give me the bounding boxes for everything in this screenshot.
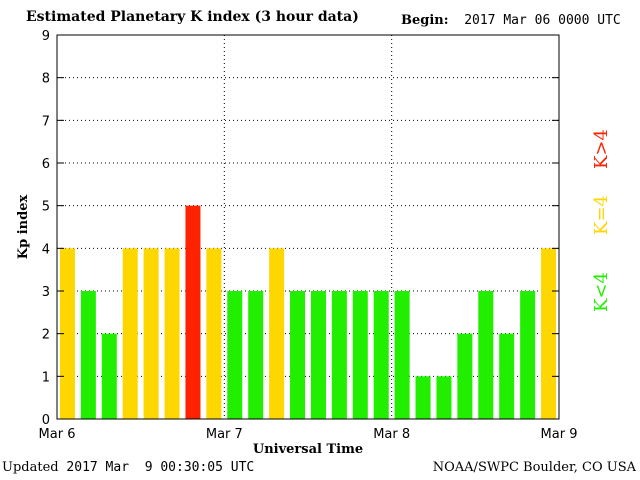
grid-lines <box>57 35 559 419</box>
legend-below: K<4 <box>591 272 612 312</box>
y-tick-label: 3 <box>42 285 50 300</box>
kp-bar <box>185 205 201 419</box>
y-axis-title: Kp index <box>16 195 31 260</box>
legend-equal: K=4 <box>591 195 612 235</box>
kp-bar <box>101 333 117 419</box>
kp-bar <box>415 376 431 419</box>
kp-bar <box>331 291 347 419</box>
y-ticks: 0 1 2 3 4 5 6 7 8 9 <box>42 29 559 428</box>
chart-title: Estimated Planetary K index (3 hour data… <box>26 9 359 25</box>
kp-bar <box>290 291 306 419</box>
kp-bar <box>122 248 138 419</box>
legend-above: K>4 <box>591 129 612 169</box>
updated-value: 2017 Mar 9 00:30:05 UTC <box>66 460 255 475</box>
kp-bar <box>457 333 473 419</box>
y-tick-label: 6 <box>42 157 50 172</box>
updated-info: Updated 2017 Mar 9 00:30:05 UTC <box>2 460 254 475</box>
kp-bar <box>394 291 410 419</box>
y-tick-label: 8 <box>42 72 50 87</box>
x-tick-label: Mar 6 <box>39 427 76 442</box>
x-axis-title: Universal Time <box>253 442 363 457</box>
y-tick-label: 9 <box>42 29 50 44</box>
kp-bar <box>248 291 264 419</box>
kp-bar <box>436 376 452 419</box>
kp-bar <box>478 291 494 419</box>
kp-bar <box>520 291 536 419</box>
x-tick-label: Mar 8 <box>373 427 410 442</box>
y-tick-label: 1 <box>42 370 50 385</box>
kp-bar <box>310 291 326 419</box>
kp-bar <box>80 291 96 419</box>
kp-bar <box>373 291 389 419</box>
plot-frame <box>56 34 560 420</box>
kp-bar <box>269 248 285 419</box>
y-tick-label: 4 <box>42 242 50 257</box>
begin-info: Begin: 2017 Mar 06 0000 UTC <box>401 13 621 28</box>
source-credit: NOAA/SWPC Boulder, CO USA <box>432 460 636 475</box>
begin-value: 2017 Mar 06 0000 UTC <box>464 13 621 28</box>
updated-label: Updated <box>2 460 59 475</box>
begin-label: Begin: <box>401 13 449 28</box>
kp-bar <box>352 291 368 419</box>
x-tick-label: Mar 9 <box>541 427 578 442</box>
kp-bar <box>499 333 515 419</box>
x-tick-label: Mar 7 <box>206 427 243 442</box>
y-tick-label: 0 <box>42 413 50 428</box>
x-ticks: Mar 6 Mar 7 Mar 8 Mar 9 <box>39 427 578 442</box>
kp-bar <box>164 248 180 419</box>
y-tick-label: 2 <box>42 328 50 343</box>
y-tick-label: 5 <box>42 200 50 215</box>
bars-group <box>59 205 557 419</box>
kp-bar <box>227 291 243 419</box>
y-tick-label: 7 <box>42 114 50 129</box>
kp-bar <box>206 248 222 419</box>
kp-bar <box>143 248 159 419</box>
